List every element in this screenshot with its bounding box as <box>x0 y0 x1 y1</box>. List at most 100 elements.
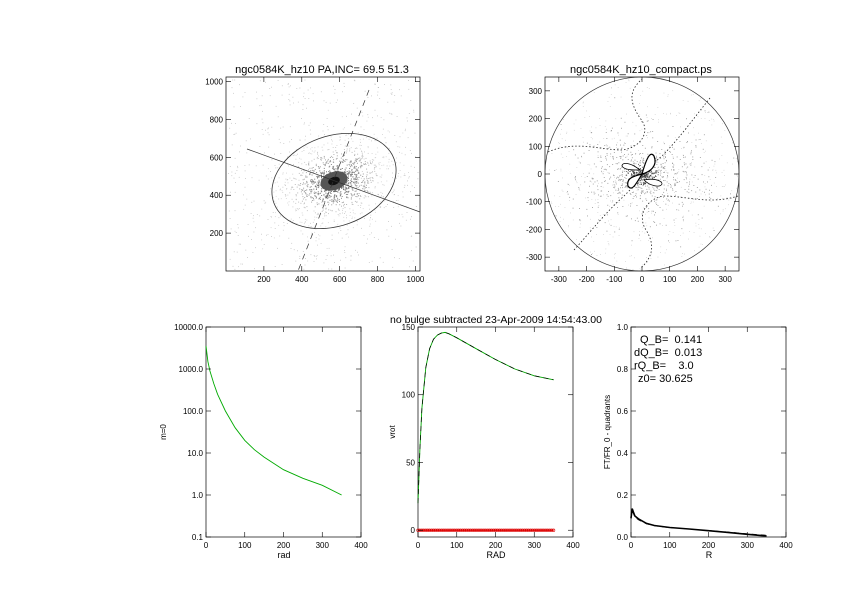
image-pixel <box>297 209 299 211</box>
background-pixel <box>255 227 256 229</box>
compact-bg-pixel <box>713 182 715 184</box>
compact-bg-pixel <box>591 181 593 183</box>
compact-pixel <box>586 142 588 144</box>
background-pixel <box>230 191 231 193</box>
residual-point <box>426 528 430 532</box>
image-pixel <box>354 153 356 155</box>
m0-x-axis-label: rad <box>277 550 290 560</box>
compact-bg-pixel <box>598 182 599 184</box>
background-pixel <box>283 143 285 144</box>
compact-pixel <box>619 168 621 170</box>
compact-pixel <box>603 177 605 178</box>
image-panel-y-tick-label: 1000 <box>205 78 223 87</box>
image-pixel <box>317 192 319 194</box>
background-pixel <box>259 146 261 147</box>
background-pixel <box>326 118 328 119</box>
background-pixel <box>383 207 385 209</box>
image-pixel <box>322 200 324 202</box>
image-pixel <box>293 201 295 203</box>
compact-bg-pixel <box>619 139 621 141</box>
compact-pixel <box>657 174 659 176</box>
image-pixel <box>293 189 295 190</box>
compact-pixel <box>707 181 708 183</box>
compact-pixel <box>662 163 664 164</box>
image-pixel <box>291 198 293 200</box>
background-pixel <box>295 158 297 160</box>
image-pixel <box>234 230 236 232</box>
compact-pixel <box>642 210 644 212</box>
compact-bg-pixel <box>555 169 557 170</box>
background-pixel <box>316 158 318 160</box>
image-pixel <box>343 205 345 207</box>
background-pixel <box>413 109 415 111</box>
compact-pixel <box>581 155 582 157</box>
compact-bg-pixel <box>701 143 702 144</box>
image-pixel <box>278 224 280 226</box>
image-pixel <box>355 158 357 160</box>
image-pixel <box>397 175 399 177</box>
image-pixel <box>325 211 327 213</box>
compact-pixel <box>664 162 666 164</box>
compact-bg-pixel <box>725 208 726 210</box>
qb-x-tick-label: 300 <box>741 541 755 550</box>
image-pixel <box>312 183 314 185</box>
image-pixel <box>359 165 361 167</box>
image-pixel <box>320 190 322 192</box>
compact-pixel <box>683 171 685 173</box>
compact-bg-pixel <box>610 156 611 157</box>
compact-pixel <box>652 192 654 194</box>
background-pixel <box>245 178 246 179</box>
compact-pixel <box>600 161 602 162</box>
background-pixel <box>271 126 273 128</box>
compact-bg-pixel <box>629 255 631 257</box>
compact-pixel <box>641 174 643 176</box>
compact-pixel <box>674 185 676 187</box>
image-pixel <box>316 183 318 185</box>
vrot-y-tick-label: 150 <box>402 323 416 332</box>
compact-bg-pixel <box>707 112 708 113</box>
image-pixel <box>261 208 263 210</box>
compact-bg-pixel <box>672 90 674 92</box>
background-pixel <box>357 251 358 253</box>
compact-pixel <box>621 151 622 153</box>
background-pixel <box>266 234 267 236</box>
compact-pixel <box>587 197 589 199</box>
image-pixel <box>309 172 311 173</box>
compact-bg-pixel <box>647 261 648 263</box>
image-pixel <box>313 199 315 201</box>
image-pixel <box>360 196 362 197</box>
image-pixel <box>274 182 276 184</box>
image-pixel <box>319 196 321 198</box>
compact-bg-pixel <box>562 190 564 192</box>
background-pixel <box>367 114 369 116</box>
image-pixel <box>346 173 348 175</box>
image-pixel <box>408 177 410 179</box>
image-pixel <box>315 165 317 167</box>
background-pixel <box>233 134 235 135</box>
image-pixel <box>310 189 312 190</box>
image-pixel <box>339 139 341 141</box>
background-pixel <box>301 118 302 119</box>
compact-pixel <box>610 153 612 155</box>
image-pixel <box>360 158 362 160</box>
image-pixel <box>342 186 344 188</box>
image-pixel <box>367 146 369 147</box>
compact-pixel <box>646 178 647 180</box>
compact-pixel <box>661 194 663 196</box>
compact-bg-pixel <box>648 217 650 219</box>
background-pixel <box>291 139 292 140</box>
background-pixel <box>302 251 304 252</box>
image-pixel <box>346 183 348 185</box>
compact-pixel <box>554 170 556 171</box>
image-pixel <box>295 202 297 204</box>
compact-bg-pixel <box>608 243 610 244</box>
compact-pixel <box>597 202 599 204</box>
compact-pixel <box>625 156 627 158</box>
image-pixel <box>366 187 367 188</box>
image-pixel <box>350 174 352 176</box>
compact-bg-pixel <box>587 200 589 201</box>
compact-bg-pixel <box>616 142 618 144</box>
compact-pixel <box>648 208 650 210</box>
compact-pixel <box>657 187 658 188</box>
image-pixel <box>344 127 345 129</box>
